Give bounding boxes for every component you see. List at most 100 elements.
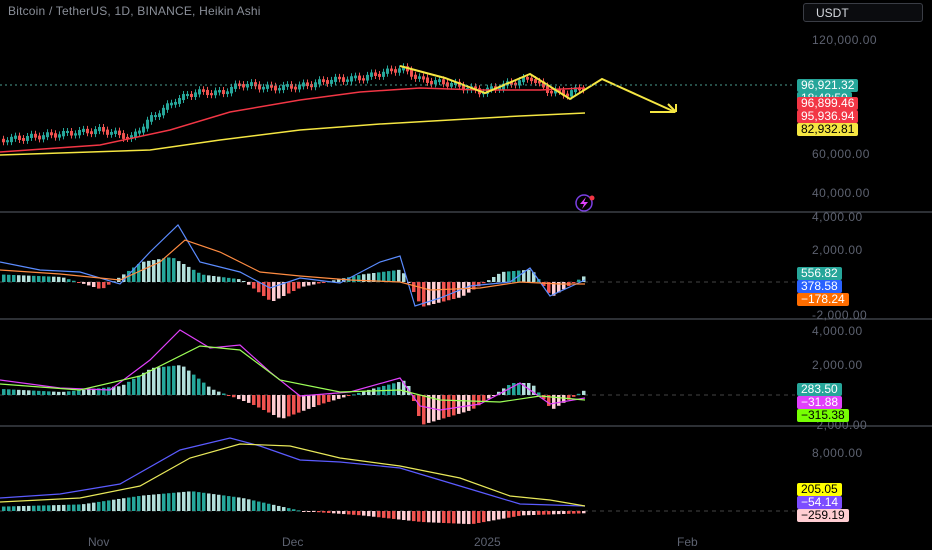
candle-body — [446, 82, 449, 87]
histogram-bar — [232, 496, 236, 511]
histogram-bar — [222, 393, 226, 395]
histogram-bar — [62, 504, 66, 511]
histogram-bar — [287, 395, 291, 417]
histogram-bar — [297, 510, 301, 512]
macd-pane-3 — [0, 437, 795, 525]
histogram-bar — [337, 511, 341, 514]
candle-body — [98, 127, 101, 132]
histogram-bar — [172, 365, 176, 395]
histogram-bar — [77, 504, 81, 511]
histogram-bar — [312, 511, 316, 512]
lightning-icon[interactable] — [575, 194, 595, 212]
histogram-bar — [512, 511, 516, 517]
candle-body — [294, 86, 297, 90]
candle-body — [574, 87, 577, 93]
candle-body — [210, 93, 213, 96]
histogram-bar — [462, 511, 466, 524]
candle-body — [82, 128, 85, 132]
candle-body — [166, 103, 169, 110]
currency-button[interactable]: USDT — [803, 3, 923, 22]
histogram-bar — [162, 258, 166, 282]
histogram-bar — [507, 385, 511, 395]
histogram-bar — [127, 497, 131, 511]
candle-body — [254, 82, 257, 87]
histogram-bar — [427, 395, 431, 423]
histogram-bar — [57, 391, 61, 395]
candle-body — [514, 82, 517, 86]
histogram-bar — [62, 391, 66, 395]
price-axis-label: 120,000.00 — [812, 33, 878, 47]
candle-body — [62, 131, 65, 137]
candle-body — [262, 86, 265, 90]
candle-body — [282, 84, 285, 91]
histogram-bar — [262, 282, 266, 296]
histogram-bar — [342, 395, 346, 398]
histogram-bar — [142, 372, 146, 395]
histogram-bar — [302, 511, 306, 512]
fast-ma-tag: 96,899.46 — [797, 97, 859, 110]
histogram-tag: 283.50 — [797, 383, 842, 396]
histogram-bar — [572, 511, 576, 514]
candle-body — [298, 84, 301, 90]
histogram-bar — [337, 395, 341, 399]
histogram-bar — [117, 498, 121, 511]
histogram-bar — [482, 282, 486, 284]
histogram-bar — [447, 511, 451, 524]
histogram-bar — [302, 395, 306, 411]
histogram-bar — [232, 395, 236, 398]
histogram-bar — [482, 511, 486, 523]
histogram-bar — [17, 506, 21, 511]
histogram-bar — [377, 272, 381, 282]
indicator-line — [0, 443, 586, 507]
histogram-bar — [52, 276, 56, 282]
candle-body — [154, 115, 157, 118]
candle-body — [530, 77, 533, 82]
histogram-bar — [532, 511, 536, 515]
histogram-bar — [477, 282, 481, 287]
histogram-bar — [562, 511, 566, 514]
histogram-bar — [267, 282, 271, 300]
candle-body — [310, 84, 313, 88]
candle-body — [426, 77, 429, 83]
histogram-bar — [82, 389, 86, 395]
candle-body — [390, 68, 393, 72]
histogram-bar — [357, 511, 361, 516]
candle-body — [42, 135, 45, 140]
histogram-bar — [457, 511, 461, 524]
histogram-bar — [222, 277, 226, 282]
histogram-bar — [237, 279, 241, 282]
candle-body — [258, 84, 261, 90]
histogram-bar — [377, 511, 381, 518]
histogram-bar — [552, 395, 556, 409]
candle-body — [158, 113, 161, 118]
macd-tag: 378.58 — [797, 280, 842, 293]
histogram-bar — [187, 266, 191, 282]
candle-body — [366, 74, 369, 81]
projection-drawing[interactable] — [399, 65, 676, 113]
histogram-bar — [362, 511, 366, 516]
histogram-bar — [512, 383, 516, 395]
candle-body — [66, 130, 69, 134]
histogram-bar — [182, 491, 186, 511]
histogram-bar — [22, 390, 26, 395]
candle-body — [550, 90, 553, 94]
histogram-bar — [92, 388, 96, 395]
histogram-bar — [172, 492, 176, 511]
histogram-bar — [557, 511, 561, 515]
candle-body — [534, 79, 537, 83]
signal-tag: 205.05 — [797, 483, 842, 496]
histogram-bar — [57, 276, 61, 282]
histogram-bar — [337, 279, 341, 282]
histogram-bar — [167, 493, 171, 511]
candle-body — [266, 84, 269, 89]
histogram-bar — [132, 378, 136, 395]
histogram-bar — [67, 279, 71, 282]
candle-body — [462, 84, 465, 91]
histogram-bar — [282, 507, 286, 511]
histogram-bar — [87, 282, 91, 286]
candle-body — [122, 133, 125, 139]
histogram-bar — [42, 276, 46, 282]
indicator-line — [0, 345, 586, 403]
candle-body — [370, 72, 373, 77]
